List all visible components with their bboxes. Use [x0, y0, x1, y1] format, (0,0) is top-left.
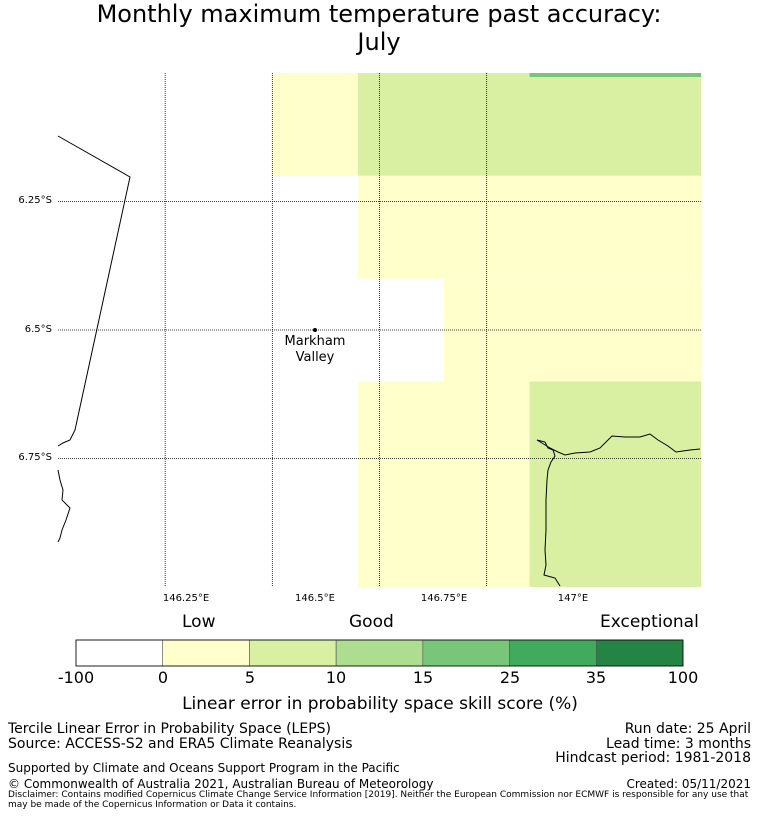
- colorbar-tick: -100: [57, 668, 95, 687]
- colorbar-bin: [162, 639, 250, 667]
- colorbar-tick: 15: [412, 668, 434, 687]
- category-good: Good: [349, 612, 394, 632]
- category-exceptional: Exceptional: [600, 612, 699, 632]
- coastline-west: [57, 135, 131, 447]
- location-name-line1: Markham: [284, 334, 346, 349]
- lat-tick-label: 6.5°S: [24, 324, 52, 335]
- colorbar-tick: 10: [325, 668, 347, 687]
- colorbar-bin: [422, 639, 510, 667]
- lat-tick-label: 6.75°S: [18, 452, 52, 463]
- coastline: [57, 135, 701, 587]
- location-dot: [313, 328, 317, 332]
- grid-cell: [358, 381, 530, 587]
- colorbar-bin: [75, 639, 164, 667]
- grid-cell: [358, 73, 701, 176]
- map-gridlines: [58, 73, 701, 587]
- footer-support: Supported by Climate and Oceans Support …: [8, 761, 400, 775]
- chart-title-line1: Monthly maximum temperature past accurac…: [96, 0, 662, 28]
- footer-created: Created: 05/11/2021: [626, 777, 751, 791]
- coastline-west-lower: [57, 469, 71, 543]
- footer-source: Source: ACCESS-S2 and ERA5 Climate Reana…: [8, 736, 353, 752]
- colorbar-tick: 25: [499, 668, 521, 687]
- colorbar-bin: [509, 639, 597, 667]
- grid-cell: [272, 73, 359, 176]
- colorbar: [75, 639, 684, 667]
- map-cells: [272, 73, 701, 587]
- grid-cell: [529, 381, 701, 587]
- colorbar-tick: 5: [244, 668, 256, 687]
- colorbar-border: [75, 639, 684, 667]
- lon-tick-label: 147°E: [557, 593, 589, 604]
- footer-hindcast: Hindcast period: 1981-2018: [555, 750, 751, 766]
- location-marker: [313, 328, 317, 332]
- location-name-line2: Valley: [295, 350, 335, 365]
- lat-tick-label: 6.25°S: [18, 195, 52, 206]
- colorbar-label: Linear error in probability space skill …: [182, 694, 578, 714]
- colorbar-tick: 100: [667, 668, 699, 687]
- grid-cell: [358, 175, 701, 279]
- grid-cell: [529, 73, 701, 77]
- footer-lead-time: Lead time: 3 months: [606, 736, 751, 752]
- colorbar-tick: 0: [157, 668, 169, 687]
- coastline-east: [536, 439, 561, 587]
- lon-tick-label: 146.5°E: [295, 593, 335, 604]
- lon-tick-label: 146.25°E: [162, 593, 210, 604]
- colorbar-bin: [335, 639, 424, 667]
- footer-leps: Tercile Linear Error in Probability Spac…: [8, 721, 331, 737]
- lon-tick-label: 146.75°E: [420, 593, 468, 604]
- colorbar-tick: 35: [585, 668, 607, 687]
- coastline-east-north: [536, 433, 701, 456]
- category-low: Low: [182, 612, 216, 632]
- location-label: Markham Valley: [260, 334, 370, 366]
- footer-disclaimer: Disclaimer: Contains modified Copernicus…: [8, 790, 749, 810]
- footer-copyright: © Commonwealth of Australia 2021, Austra…: [8, 777, 434, 791]
- footer-run-date: Run date: 25 April: [624, 721, 751, 737]
- colorbar-bin: [595, 639, 684, 667]
- chart-title-line2: July: [357, 28, 401, 56]
- colorbar-bin: [249, 639, 337, 667]
